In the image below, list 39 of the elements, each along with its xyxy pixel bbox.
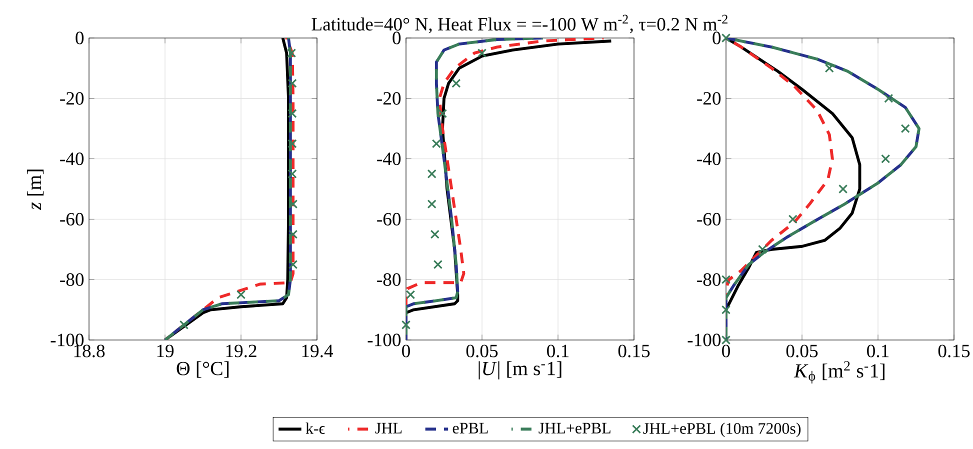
x-axis-title: |U| [m s$^{-}$1] (478, 361, 562, 380)
y-tick-label: -40 (60, 152, 84, 166)
y-tick-label: -40 (377, 152, 401, 166)
x-tick-label: 0.15 (618, 344, 650, 358)
x-tick-label: 19.2 (226, 344, 256, 358)
x-tick-label: 0 (402, 344, 410, 358)
x-tick-label: 0.15 (938, 344, 970, 358)
legend-label: ePBL (452, 422, 488, 434)
x-tick-label: 18.8 (74, 344, 105, 358)
x-tick-label: 0.05 (786, 344, 818, 358)
legend-label: JHL+ePBL (10m 7200s) (643, 422, 801, 438)
legend-label: JHL+ePBL (538, 422, 610, 434)
y-tick-label: -60 (60, 212, 84, 226)
y-tick-label: -60 (697, 212, 721, 226)
legend-label: JHL (375, 422, 402, 434)
x-tick-label: 0 (722, 344, 730, 358)
y-axis-title: z [m] (27, 170, 44, 210)
y-tick-label: -80 (697, 273, 721, 286)
y-tick-label: -80 (377, 273, 401, 286)
x-axis-title: Θ [°C] (176, 361, 229, 378)
y-tick-label: -20 (377, 92, 401, 105)
x-tick-label: 0.05 (466, 344, 498, 358)
y-tick-label: -100 (368, 334, 401, 346)
y-tick-label: -60 (377, 212, 401, 226)
y-tick-label: -20 (697, 92, 721, 105)
y-tick-label: -20 (60, 92, 84, 105)
x-tick-label: 0.1 (867, 344, 889, 358)
y-tick-label: 0 (392, 32, 401, 44)
y-tick-label: 0 (76, 32, 84, 44)
x-tick-label: 19.4 (302, 344, 334, 358)
x-tick-label: 19 (157, 344, 174, 358)
y-tick-label: -100 (688, 334, 721, 346)
y-tick-label: -100 (50, 334, 84, 346)
x-tick-label: 0.1 (547, 344, 569, 358)
y-tick-label: -80 (60, 273, 84, 286)
y-tick-label: 0 (712, 32, 721, 44)
x-axis-title: K$_{ϕ}$ [m$^{2}$ s$^{-}$1] (794, 361, 884, 384)
legend-label: k-ϵ (306, 422, 325, 434)
y-tick-label: -40 (697, 152, 721, 166)
